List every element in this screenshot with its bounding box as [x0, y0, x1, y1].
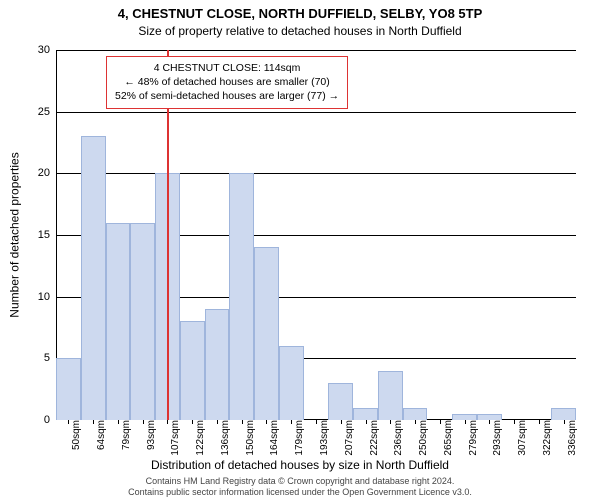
x-tick-label: 222sqm [365, 420, 380, 456]
y-tick-label: 20 [38, 167, 56, 179]
histogram-bar [229, 173, 254, 420]
x-tick-label: 293sqm [488, 420, 503, 456]
chart-title-main: 4, CHESTNUT CLOSE, NORTH DUFFIELD, SELBY… [0, 6, 600, 21]
histogram-bar [328, 383, 353, 420]
x-tick-label: 322sqm [538, 420, 553, 456]
x-tick-label: 193sqm [315, 420, 330, 456]
x-tick-label: 265sqm [439, 420, 454, 456]
x-axis-label: Distribution of detached houses by size … [0, 458, 600, 472]
histogram-bar [106, 223, 131, 420]
x-tick-label: 93sqm [142, 420, 157, 450]
y-tick-label: 10 [38, 291, 56, 303]
plot-area: 05101520253050sqm64sqm79sqm93sqm107sqm12… [56, 50, 576, 420]
x-tick-label: 136sqm [216, 420, 231, 456]
x-tick-label: 150sqm [241, 420, 256, 456]
x-tick-label: 50sqm [67, 420, 82, 450]
histogram-bar [378, 371, 403, 420]
annotation-box: 4 CHESTNUT CLOSE: 114sqm← 48% of detache… [106, 56, 348, 109]
histogram-bar [81, 136, 106, 420]
chart-footer: Contains HM Land Registry data © Crown c… [0, 476, 600, 498]
histogram-bar [130, 223, 155, 420]
x-tick-label: 122sqm [191, 420, 206, 456]
gridline [56, 173, 576, 174]
x-tick-label: 207sqm [340, 420, 355, 456]
x-tick-label: 164sqm [265, 420, 280, 456]
footer-line-2: Contains public sector information licen… [0, 487, 600, 498]
histogram-bar [205, 309, 230, 420]
gridline [56, 50, 576, 51]
histogram-bar [403, 408, 428, 420]
property-size-chart: 4, CHESTNUT CLOSE, NORTH DUFFIELD, SELBY… [0, 0, 600, 500]
histogram-bar [353, 408, 378, 420]
y-tick-label: 25 [38, 106, 56, 118]
histogram-bar [56, 358, 81, 420]
y-axis-label: Number of detached properties [6, 50, 24, 420]
y-tick-label: 5 [44, 352, 56, 364]
y-tick-label: 15 [38, 229, 56, 241]
x-tick-label: 307sqm [513, 420, 528, 456]
x-tick-label: 236sqm [389, 420, 404, 456]
histogram-bar [180, 321, 205, 420]
x-tick-label: 79sqm [117, 420, 132, 450]
x-tick-label: 279sqm [464, 420, 479, 456]
x-tick-label: 64sqm [92, 420, 107, 450]
y-tick-label: 0 [44, 414, 56, 426]
x-tick-label: 250sqm [414, 420, 429, 456]
gridline [56, 112, 576, 113]
annotation-line: ← 48% of detached houses are smaller (70… [115, 75, 339, 89]
x-tick-label: 179sqm [290, 420, 305, 456]
chart-title-sub: Size of property relative to detached ho… [0, 24, 600, 38]
histogram-bar [254, 247, 279, 420]
y-tick-label: 30 [38, 44, 56, 56]
x-tick-label: 336sqm [563, 420, 578, 456]
annotation-line: 4 CHESTNUT CLOSE: 114sqm [115, 61, 339, 75]
annotation-line: 52% of semi-detached houses are larger (… [115, 89, 339, 103]
histogram-bar [279, 346, 304, 420]
histogram-bar [551, 408, 576, 420]
x-tick-label: 107sqm [166, 420, 181, 456]
footer-line-1: Contains HM Land Registry data © Crown c… [0, 476, 600, 487]
